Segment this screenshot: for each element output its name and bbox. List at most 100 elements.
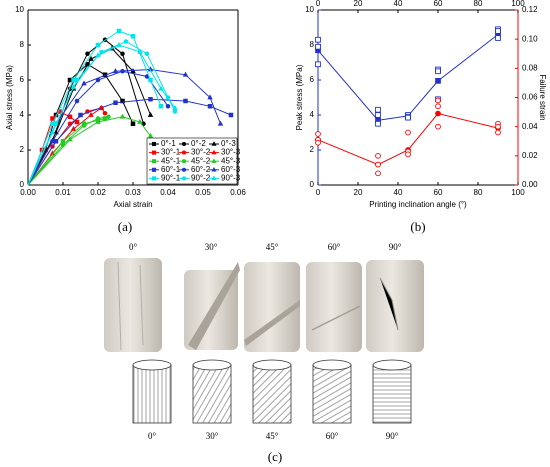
x-tick-label: 0.00 [20, 188, 36, 197]
series-line [27, 30, 162, 186]
legend-label: 30°-3 [221, 148, 241, 157]
marker [85, 51, 90, 57]
marker [495, 123, 501, 130]
legend-label: 45°-1 [161, 156, 181, 165]
marker [158, 85, 164, 91]
marker [211, 158, 217, 163]
marker [315, 43, 321, 50]
marker [211, 141, 217, 146]
marker [88, 111, 94, 117]
marker [113, 100, 118, 105]
legend-label: 0°-2 [191, 139, 206, 148]
marker [375, 106, 381, 113]
y2-tick-label: 0.08 [522, 63, 538, 72]
marker [148, 77, 153, 83]
diagram-label: 0° [148, 431, 157, 441]
marker [375, 120, 381, 127]
legend-label: 45°-3 [221, 156, 241, 165]
marker [181, 141, 187, 147]
marker [74, 119, 80, 125]
marker [102, 110, 108, 116]
legend-label: 0°-3 [221, 139, 236, 148]
marker [137, 118, 143, 124]
x-tick-label: 100 [511, 188, 525, 197]
photo-label: 0° [129, 242, 138, 252]
series-line [27, 116, 151, 186]
photo-label: 90° [389, 242, 402, 252]
marker [172, 109, 178, 114]
x-tick-label: 0.06 [230, 188, 246, 197]
x-tick-label-top: 0 [316, 0, 321, 8]
marker [130, 34, 136, 39]
marker [495, 35, 501, 41]
series-line [317, 34, 499, 121]
marker [165, 103, 171, 109]
marker [106, 114, 111, 119]
series-line [27, 107, 106, 186]
legend-label: 90°-1 [161, 174, 181, 183]
marker [120, 98, 125, 104]
marker [112, 68, 119, 74]
legend-label: 30°-1 [161, 148, 181, 157]
marker [172, 104, 178, 110]
marker [147, 111, 154, 117]
marker [217, 120, 224, 126]
y-tick-label: 10 [15, 5, 24, 14]
marker [50, 138, 55, 144]
marker [151, 176, 157, 181]
marker [315, 36, 321, 43]
photo-label: 60° [328, 242, 341, 252]
marker [315, 139, 321, 146]
y-tick-label: 0 [310, 180, 315, 189]
marker [405, 151, 411, 158]
marker [148, 96, 153, 102]
marker [435, 78, 441, 84]
marker [151, 150, 157, 155]
marker [211, 166, 217, 172]
x-tick-label: 0.01 [55, 188, 71, 197]
x-tick-label: 0 [316, 188, 321, 197]
marker [435, 123, 441, 130]
marker [435, 110, 441, 117]
marker [405, 129, 411, 136]
marker [50, 116, 55, 121]
marker [207, 94, 213, 100]
x-axis-title: Printing inclination angle (°) [369, 200, 467, 209]
marker [74, 98, 80, 104]
marker [151, 141, 157, 147]
marker [375, 161, 381, 168]
marker [207, 103, 213, 109]
marker [95, 52, 101, 58]
diagram-label: 60° [326, 431, 339, 441]
marker [116, 41, 122, 47]
y-tick-label: 8 [20, 40, 25, 49]
legend-label: 30°-2 [191, 148, 211, 157]
x-tick-label-top: 60 [434, 0, 443, 8]
photo-label: 45° [266, 242, 279, 252]
marker [95, 42, 101, 48]
panel-label: (c) [268, 449, 282, 464]
marker [495, 129, 501, 136]
y2-tick-label: 0.00 [522, 180, 538, 189]
x-tick-label-top: 20 [354, 0, 363, 8]
marker [81, 80, 87, 86]
marker [375, 170, 381, 177]
marker [183, 98, 188, 104]
series-line [27, 68, 221, 186]
marker [70, 125, 77, 131]
y-tick-label: 6 [310, 75, 315, 84]
marker [144, 51, 150, 57]
marker [70, 83, 77, 89]
y2-tick-label: 0.02 [522, 151, 538, 160]
marker [211, 175, 217, 181]
marker [95, 118, 101, 124]
diagram-label: 90° [386, 431, 399, 441]
series-line [27, 44, 176, 186]
y2-tick-label: 0.04 [522, 122, 538, 131]
x-tick-label: 0.05 [195, 188, 211, 197]
legend-label: 90°-2 [191, 174, 211, 183]
legend-box [146, 137, 238, 185]
marker [147, 132, 154, 138]
panel-label: (a) [118, 219, 132, 234]
photos [104, 258, 424, 352]
